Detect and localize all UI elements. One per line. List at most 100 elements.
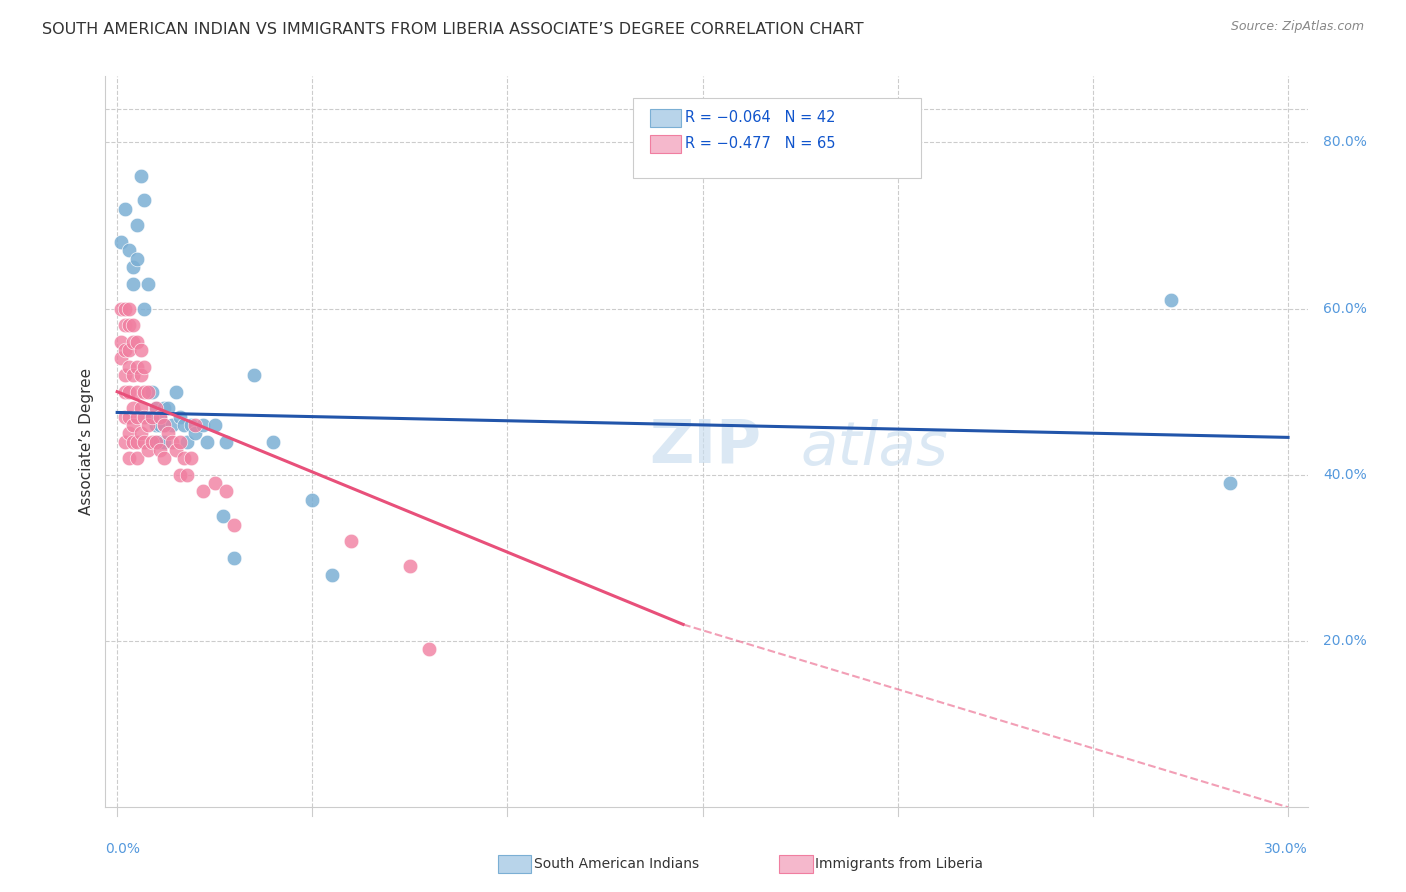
Point xyxy=(118,318,141,333)
Point xyxy=(145,401,167,416)
Text: South American Indians: South American Indians xyxy=(534,857,699,871)
Point xyxy=(114,384,136,399)
Point xyxy=(129,368,152,382)
Point xyxy=(399,559,422,574)
Text: 30.0%: 30.0% xyxy=(1264,842,1308,856)
Point xyxy=(138,417,160,432)
Point xyxy=(169,434,191,449)
Point xyxy=(242,368,264,382)
Point xyxy=(118,343,141,357)
Point xyxy=(134,384,156,399)
Point xyxy=(204,417,226,432)
Point xyxy=(195,434,218,449)
Point xyxy=(184,417,207,432)
Text: Source: ZipAtlas.com: Source: ZipAtlas.com xyxy=(1230,20,1364,33)
Point xyxy=(160,434,183,449)
Point xyxy=(321,567,343,582)
Point xyxy=(134,359,156,374)
Point xyxy=(149,417,172,432)
Point xyxy=(211,509,233,524)
Point xyxy=(153,417,176,432)
Text: 0.0%: 0.0% xyxy=(105,842,141,856)
Point xyxy=(125,359,148,374)
Point xyxy=(145,434,167,449)
Point xyxy=(176,467,198,482)
Point xyxy=(114,318,136,333)
Point xyxy=(118,451,141,466)
Point xyxy=(145,417,167,432)
Point xyxy=(169,467,191,482)
Point xyxy=(121,260,143,274)
Point xyxy=(125,334,148,349)
Point xyxy=(340,534,363,549)
Point xyxy=(110,334,132,349)
Point xyxy=(153,434,176,449)
Point xyxy=(121,434,143,449)
Point xyxy=(191,484,214,499)
Point xyxy=(153,451,176,466)
Point xyxy=(125,451,148,466)
Point xyxy=(125,409,148,424)
Text: 20.0%: 20.0% xyxy=(1323,634,1367,648)
Point xyxy=(125,434,148,449)
Point xyxy=(165,442,187,457)
Point xyxy=(138,384,160,399)
Point xyxy=(1160,293,1182,308)
Text: R = −0.477   N = 65: R = −0.477 N = 65 xyxy=(685,136,835,151)
Point xyxy=(160,417,183,432)
Point xyxy=(118,409,141,424)
Point xyxy=(224,517,246,532)
Point xyxy=(141,434,163,449)
Point xyxy=(138,442,160,457)
Point xyxy=(114,434,136,449)
Point xyxy=(125,384,148,399)
Point xyxy=(1218,476,1240,491)
Point xyxy=(180,451,202,466)
Point xyxy=(118,426,141,441)
Point xyxy=(191,417,214,432)
Text: SOUTH AMERICAN INDIAN VS IMMIGRANTS FROM LIBERIA ASSOCIATE’S DEGREE CORRELATION : SOUTH AMERICAN INDIAN VS IMMIGRANTS FROM… xyxy=(42,22,863,37)
Point xyxy=(145,434,167,449)
Point xyxy=(121,318,143,333)
Point xyxy=(118,244,141,258)
Point xyxy=(118,384,141,399)
Point xyxy=(173,451,195,466)
Point xyxy=(114,301,136,316)
Point xyxy=(176,434,198,449)
Point xyxy=(224,550,246,565)
Point xyxy=(110,351,132,366)
Point xyxy=(141,384,163,399)
Point xyxy=(215,434,238,449)
Point xyxy=(153,417,176,432)
Point xyxy=(149,409,172,424)
Point xyxy=(138,277,160,291)
Point xyxy=(134,194,156,208)
Point xyxy=(149,409,172,424)
Point xyxy=(134,434,156,449)
Point xyxy=(129,426,152,441)
Point xyxy=(110,235,132,249)
Point xyxy=(153,401,176,416)
Point xyxy=(149,434,172,449)
Text: atlas: atlas xyxy=(800,418,948,478)
Point xyxy=(129,401,152,416)
Point xyxy=(215,484,238,499)
Point xyxy=(129,343,152,357)
Point xyxy=(121,277,143,291)
Text: 40.0%: 40.0% xyxy=(1323,467,1367,482)
Point xyxy=(125,219,148,233)
Text: R = −0.064   N = 42: R = −0.064 N = 42 xyxy=(685,111,835,125)
Point xyxy=(141,409,163,424)
Point xyxy=(114,368,136,382)
Point xyxy=(134,301,156,316)
Point xyxy=(110,301,132,316)
Text: 80.0%: 80.0% xyxy=(1323,136,1367,149)
Point xyxy=(418,642,440,657)
Point xyxy=(149,442,172,457)
Point xyxy=(121,417,143,432)
Text: Immigrants from Liberia: Immigrants from Liberia xyxy=(815,857,983,871)
Text: ZIP: ZIP xyxy=(650,417,761,475)
Text: 60.0%: 60.0% xyxy=(1323,301,1367,316)
Point xyxy=(114,409,136,424)
Point xyxy=(156,401,179,416)
